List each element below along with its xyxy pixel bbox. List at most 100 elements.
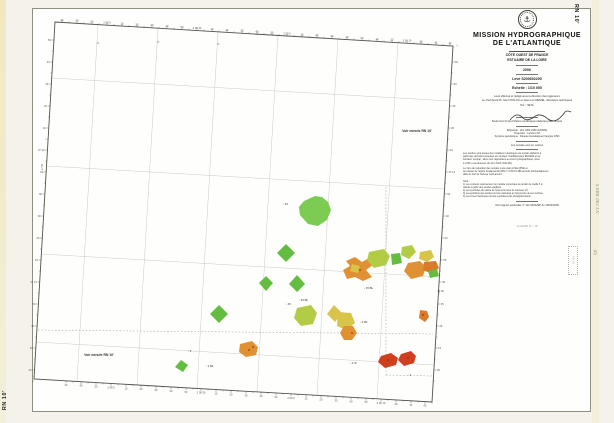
- edge-tick-label: 42: [424, 404, 427, 408]
- edge-tick-label: 40: [350, 399, 353, 403]
- edge-tick-label: 2 08 30: [197, 391, 206, 395]
- survey-patch: [289, 275, 305, 292]
- handwritten-margin-note-2: (0): [593, 250, 598, 255]
- graticule-intersection-label: 46: [97, 42, 100, 45]
- depth-annotation: ▫ 2 W: [350, 361, 357, 365]
- edge-tick-label: 50: [48, 38, 51, 42]
- graticule-meridian: [136, 28, 159, 385]
- edge-tick-label: 2 09 10: [377, 401, 386, 405]
- edge-tick-label: 2 09 0: [287, 396, 295, 400]
- depth-annotation: ▫ 46: [283, 202, 288, 206]
- survey-patch: [428, 269, 439, 278]
- edge-tick-label: 50: [361, 36, 364, 40]
- survey-patch: [367, 249, 390, 268]
- graticule-meridian: [256, 35, 279, 392]
- edge-tick-label: 20: [36, 236, 39, 240]
- edge-tick-label: 10: [301, 32, 304, 36]
- depth-annotation: ▫ 45 Bk: [299, 298, 309, 302]
- nota-item-1b: calculé à partir des sondes vérifiées.: [463, 185, 502, 189]
- survey-id: Levé S200602200: [512, 77, 542, 82]
- divider: [516, 92, 538, 94]
- edge-tick-label: 20: [136, 22, 139, 26]
- survey-patch: [419, 310, 429, 322]
- mission-title-line1: MISSION HYDROGRAPHIQUE: [473, 32, 581, 39]
- survey-patch-spot: [247, 348, 251, 352]
- edge-tick-label: 30: [335, 398, 338, 402]
- divider: [516, 148, 538, 150]
- soundings-paragraph-l2: partir des données acquises au sondeur m…: [463, 155, 541, 159]
- title-block: ⚓ MISSION HYDROGRAPHIQUE DE L'ATLANTIQUE…: [463, 10, 591, 208]
- edge-tick-label: 50: [365, 400, 368, 404]
- signature-mark: [509, 110, 572, 122]
- edge-tick-label: 20: [226, 28, 229, 32]
- divider: [516, 201, 538, 203]
- divider: [516, 140, 538, 142]
- graticule-intersection-label: 46: [157, 41, 160, 44]
- emblem-ring: [519, 12, 535, 27]
- pencil-annotation: vu aud 002 W — 2P: [516, 225, 538, 228]
- edge-tick-label: 15: [438, 346, 441, 350]
- graticule-parallel: [36, 341, 435, 366]
- edge-tick-label: 40: [39, 192, 42, 196]
- paper-edge-left: [0, 0, 6, 423]
- edge-tick-label: 10: [43, 126, 46, 130]
- margin-stamp: RN 10: [568, 246, 578, 275]
- edge-tick-label: 2 08 0: [107, 385, 115, 389]
- mission-title-line2: DE L'ATLANTIQUE: [492, 40, 562, 48]
- soundings-paragraph-l4: à 3,08 m au-dessous du zéro NGF (IGN 69)…: [463, 161, 513, 165]
- geodesy-ellipsoid: Ellipsoïde : IAG GRS 1980 (GRS80): [506, 128, 548, 132]
- edge-tick-label: 50: [91, 20, 94, 24]
- graticule-parallel: [41, 253, 440, 278]
- survey-patch: [404, 261, 426, 279]
- graticule-parallel: [46, 165, 445, 190]
- edge-tick-label: 10: [35, 258, 38, 262]
- report-reference: Voir rapport particulier n° 111 MOA/NP d…: [495, 204, 559, 208]
- nota-title: Nota :: [463, 179, 470, 183]
- edge-tick-label: 20: [44, 104, 47, 108]
- edge-tick-label: 10: [305, 397, 308, 401]
- sheet-corner-label-top-right: RN 10': [573, 4, 579, 25]
- edge-tick-label: 30: [155, 388, 158, 392]
- edge-tick-label: 40: [420, 39, 423, 43]
- edge-tick-label: 50: [455, 60, 458, 64]
- edge-tick-label: 35: [441, 302, 444, 306]
- edge-tick-label: 50: [40, 170, 43, 174]
- credit-line2: en chef des ETA. Henri DOLOU et Jean-Luc…: [481, 98, 573, 102]
- edge-tick-label: 50: [275, 395, 278, 399]
- edge-tick-label: 40: [395, 402, 398, 406]
- edge-tick-label: 47 14: [449, 170, 456, 174]
- survey-patch: [299, 196, 331, 226]
- credit-line1: Levé effectué et rédigé sous la directio…: [494, 95, 560, 99]
- graticule-intersection-label: +: [45, 138, 47, 141]
- units-note: Les sondes sont en mètres: [510, 143, 544, 147]
- depth-annotation: ▫ 45: [286, 302, 291, 306]
- nota-item-2: 2) Les symboles de nature de fond sont i…: [463, 189, 529, 193]
- edge-tick-label: 20: [320, 398, 323, 402]
- survey-patch-spot: [350, 331, 354, 335]
- dashed-limit-line: [385, 374, 433, 377]
- divider: [509, 50, 545, 52]
- graticule-intersection-label: ·: [368, 137, 369, 140]
- handwritten-margin-note: S.ERK 002 LA': [595, 184, 600, 215]
- scale-label: Echelle : 1/10 000: [512, 86, 542, 91]
- edge-tick-label: 20: [316, 33, 319, 37]
- survey-patch: [391, 253, 402, 265]
- edge-tick-label: 2 08 0: [103, 21, 111, 25]
- survey-patch-spot: [421, 313, 425, 317]
- by-line: Par : l'IETA: [520, 104, 534, 108]
- geodesy-datum: Système géodésique : Réseau Géodésique F…: [494, 135, 560, 139]
- survey-patch: [259, 276, 273, 291]
- see-minute-label: Voir minute RN 10': [402, 129, 432, 133]
- survey-patch-spot: [386, 358, 390, 362]
- edge-tick-label: 20: [140, 387, 143, 391]
- edge-tick-label: 40: [170, 389, 173, 393]
- edge-tick-label: 30: [241, 29, 244, 33]
- edge-tick-label: 40: [76, 19, 79, 23]
- survey-patch-spot: [251, 345, 255, 349]
- validity-note: Seuls font foi les fichiers numériques é…: [491, 120, 563, 124]
- edge-tick-label: 50: [181, 25, 184, 29]
- margin-stamp-label: RN 10: [571, 256, 575, 265]
- survey-patch: [419, 250, 434, 262]
- edge-tick-label: 2 08 30: [193, 26, 202, 30]
